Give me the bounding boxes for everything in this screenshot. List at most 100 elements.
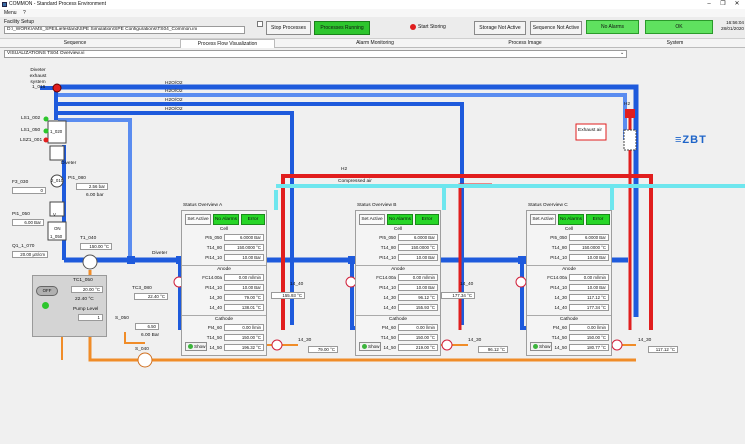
error-indicator: Error — [241, 214, 265, 225]
alarm-indicator: No Alarms — [558, 214, 584, 225]
cathode-row-label: 14_50 — [554, 345, 567, 350]
cathode-section-label: Cathode — [214, 317, 234, 322]
cell-row-value: 10.00 Bar — [224, 254, 264, 261]
heat-exchanger-cool-a — [271, 339, 283, 351]
valve-label-1050: 1_050 — [50, 234, 63, 239]
pipe-air — [274, 184, 745, 210]
cell-row-label: T14_80 — [206, 245, 222, 250]
set-active-button[interactable]: Set Active — [359, 214, 385, 225]
pressure-setpoint-pi1080: 6.00 bar — [86, 193, 104, 198]
tc-title: TC1_050 — [73, 278, 93, 283]
pipe-label-air: Compressed air — [338, 179, 372, 184]
tc-setpoint[interactable]: 20.00 °C — [71, 286, 103, 293]
window-title: COMMON - Standard Process Environment — [9, 1, 106, 7]
maximize-button[interactable]: ❐ — [720, 1, 726, 7]
divider — [182, 265, 266, 266]
pipe-label-h2o-o2-2: H2O/O2 — [165, 89, 183, 94]
start-storing-button[interactable]: Start Storing — [418, 24, 446, 30]
clock-date: 28/01/2020 — [721, 26, 744, 31]
label-s040: S_040 — [135, 347, 149, 352]
pipe-coolant-loop — [124, 332, 145, 344]
pipe-h2 — [281, 174, 653, 330]
cell-section-label: Cell — [564, 227, 574, 232]
cathode-row-value: 196.32 °C — [224, 344, 264, 351]
anode-row-value: 117.12 °C — [569, 294, 609, 301]
status-panel-title: Status Overview C — [528, 203, 568, 208]
status-panel-title: Status Overview A — [183, 203, 223, 208]
coolant-pump-icon — [137, 352, 153, 368]
anode-row-label: FC14.00a — [202, 275, 222, 280]
cell-row-value: 10.00 Bar — [398, 254, 438, 261]
menu-item-help[interactable]: ? — [23, 10, 26, 16]
cathode-row-value: 219.00 °C — [398, 344, 438, 351]
set-active-button[interactable]: Set Active — [530, 214, 556, 225]
valve-label-1016: 1_016 — [32, 85, 46, 90]
temperature-control-panel: TC1_050 OFF 20.00 °C 22.40 °C Pump Level… — [32, 275, 107, 337]
cell-row-value: 150.0000 °C — [569, 244, 609, 251]
pressure-value-pi1050: 6.00 Bar — [12, 219, 44, 226]
pipe-label-h2: H2 — [341, 167, 348, 172]
exhaust-air-box — [575, 123, 607, 141]
close-button[interactable]: ✕ — [734, 1, 740, 7]
pipe-h2o-o2-return — [58, 118, 132, 260]
pump-icon — [82, 254, 98, 270]
pipe-h2o-o2-1 — [58, 84, 639, 317]
menu-bar: Menu ? — [0, 9, 745, 17]
storage-status-indicator: Storage Not Active — [474, 21, 526, 35]
divider — [182, 315, 266, 316]
pump-level-value[interactable]: 1 — [78, 314, 103, 321]
level-sensor-icon-2 — [43, 128, 49, 134]
heat-exchanger-c — [515, 276, 527, 288]
anode-row-label: 14_40 — [383, 305, 396, 310]
tc-toggle[interactable]: OFF — [36, 286, 58, 296]
error-indicator: Error — [586, 214, 610, 225]
minimize-button[interactable]: – — [707, 1, 711, 7]
cell-row-label: T14_80 — [551, 245, 567, 250]
stop-processes-checkbox[interactable] — [257, 21, 263, 27]
pipe-label-h2-right: H2 — [624, 102, 631, 107]
status-panel-b: Status Overview B Set Active No Alarms Erro… — [355, 203, 441, 356]
value-s050[interactable]: 6.50 — [135, 323, 159, 330]
set-active-button[interactable]: Set Active — [185, 214, 211, 225]
stack-outlet-temp-label: 14_30 — [468, 338, 482, 343]
stack-outlet-temp-value: 117.12 °C — [648, 346, 678, 353]
level-sensor-label-2: LS1_050 — [21, 128, 41, 133]
show-button[interactable]: Show — [530, 342, 552, 351]
storing-led-icon — [410, 24, 416, 30]
cell-row-label: PI5_050 — [550, 235, 567, 240]
cathode-row-value: 0.00 l/min — [224, 324, 264, 331]
stop-processes-button[interactable]: Stop Processes — [266, 21, 311, 35]
diveter-exhaust-label: Diveter exhaust system — [29, 68, 47, 85]
tab-alarm-monitoring[interactable]: Alarm Monitoring — [356, 40, 394, 46]
cathode-row-label: T14_50 — [206, 335, 222, 340]
visualization-select[interactable]: VISUALIZATIONS TS04 Overview.vi ⌄ — [4, 50, 627, 58]
show-button[interactable]: Show — [359, 342, 381, 351]
valve-icon — [50, 174, 64, 188]
level-sensor-label-3: LSZ1_001 — [20, 138, 43, 143]
anode-row-value: 0.00 ml/min — [224, 274, 264, 281]
stack-outlet-temp-value: 79.00 °C — [308, 346, 338, 353]
zbt-logo: ≡ZBT — [675, 134, 707, 146]
cell-row-value: 6.0000 Bar — [569, 234, 609, 241]
facility-path-field[interactable]: D:\_WORK\AMS_SPE\Liefestand\SPE Simulati… — [4, 26, 245, 34]
show-button[interactable]: Show — [185, 342, 207, 351]
visualization-select-value: VISUALIZATIONS TS04 Overview.vi — [7, 51, 85, 56]
anode-row-label: PI14_10 — [205, 285, 222, 290]
condenser-icon — [623, 129, 637, 151]
junction-4 — [518, 256, 526, 264]
menu-item-menu[interactable]: Menu — [4, 10, 17, 16]
level-sensor-icon-1 — [43, 116, 49, 122]
error-indicator: Error — [415, 214, 439, 225]
tab-system[interactable]: System — [666, 40, 684, 46]
cell-row-value: 6.0000 Bar — [224, 234, 264, 241]
cathode-row-label: T14_50 — [551, 335, 567, 340]
valve-on-label[interactable]: ON — [54, 226, 61, 231]
temp-value-tc3080: 22.40 °C — [134, 293, 168, 300]
tab-process-flow[interactable]: Process Flow Visualization — [180, 39, 275, 48]
tab-process-image[interactable]: Process Image — [508, 40, 542, 46]
tab-sequence[interactable]: Sequence — [63, 40, 87, 46]
status-panel-c: Status Overview C Set Active No Alarms Erro… — [526, 203, 612, 356]
cell-row-label: PI5_050 — [205, 235, 222, 240]
title-bar: COMMON - Standard Process Environment – … — [0, 0, 745, 9]
temp-label-t1040: T1_040 — [80, 236, 97, 241]
